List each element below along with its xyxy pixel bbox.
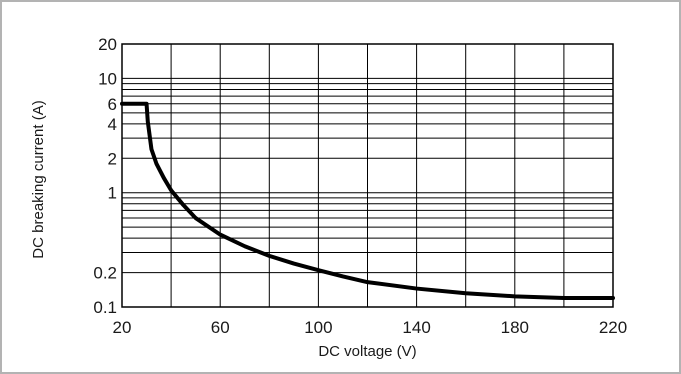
y-tick-label: 10	[98, 69, 117, 88]
series-line	[120, 101, 615, 300]
x-tick-label: 100	[304, 318, 332, 337]
y-tick-label: 2	[108, 149, 117, 168]
y-tick-label: 20	[98, 35, 117, 54]
y-tick-label: 6	[108, 95, 117, 114]
x-axis-label: DC voltage (V)	[318, 343, 416, 360]
y-tick-label: 0.1	[93, 298, 117, 317]
y-axis-label: DC breaking current (A)	[30, 100, 47, 258]
x-tick-label: 180	[501, 318, 529, 337]
y-tick-labels: 0.1 0.2 1 2 46 10 20	[93, 35, 117, 317]
y-tick-label: 0.2	[93, 264, 117, 283]
plot-area	[121, 43, 614, 308]
x-tick-labels: 20 60 100 140 180 220	[113, 318, 628, 337]
y-tick-label: 1	[108, 184, 117, 203]
x-tick-label: 60	[211, 318, 230, 337]
x-tick-label: 20	[113, 318, 132, 337]
x-tick-label: 140	[402, 318, 430, 337]
x-tick-label: 220	[599, 318, 627, 337]
grid	[121, 43, 614, 308]
y-tick-label: 4	[108, 115, 117, 134]
